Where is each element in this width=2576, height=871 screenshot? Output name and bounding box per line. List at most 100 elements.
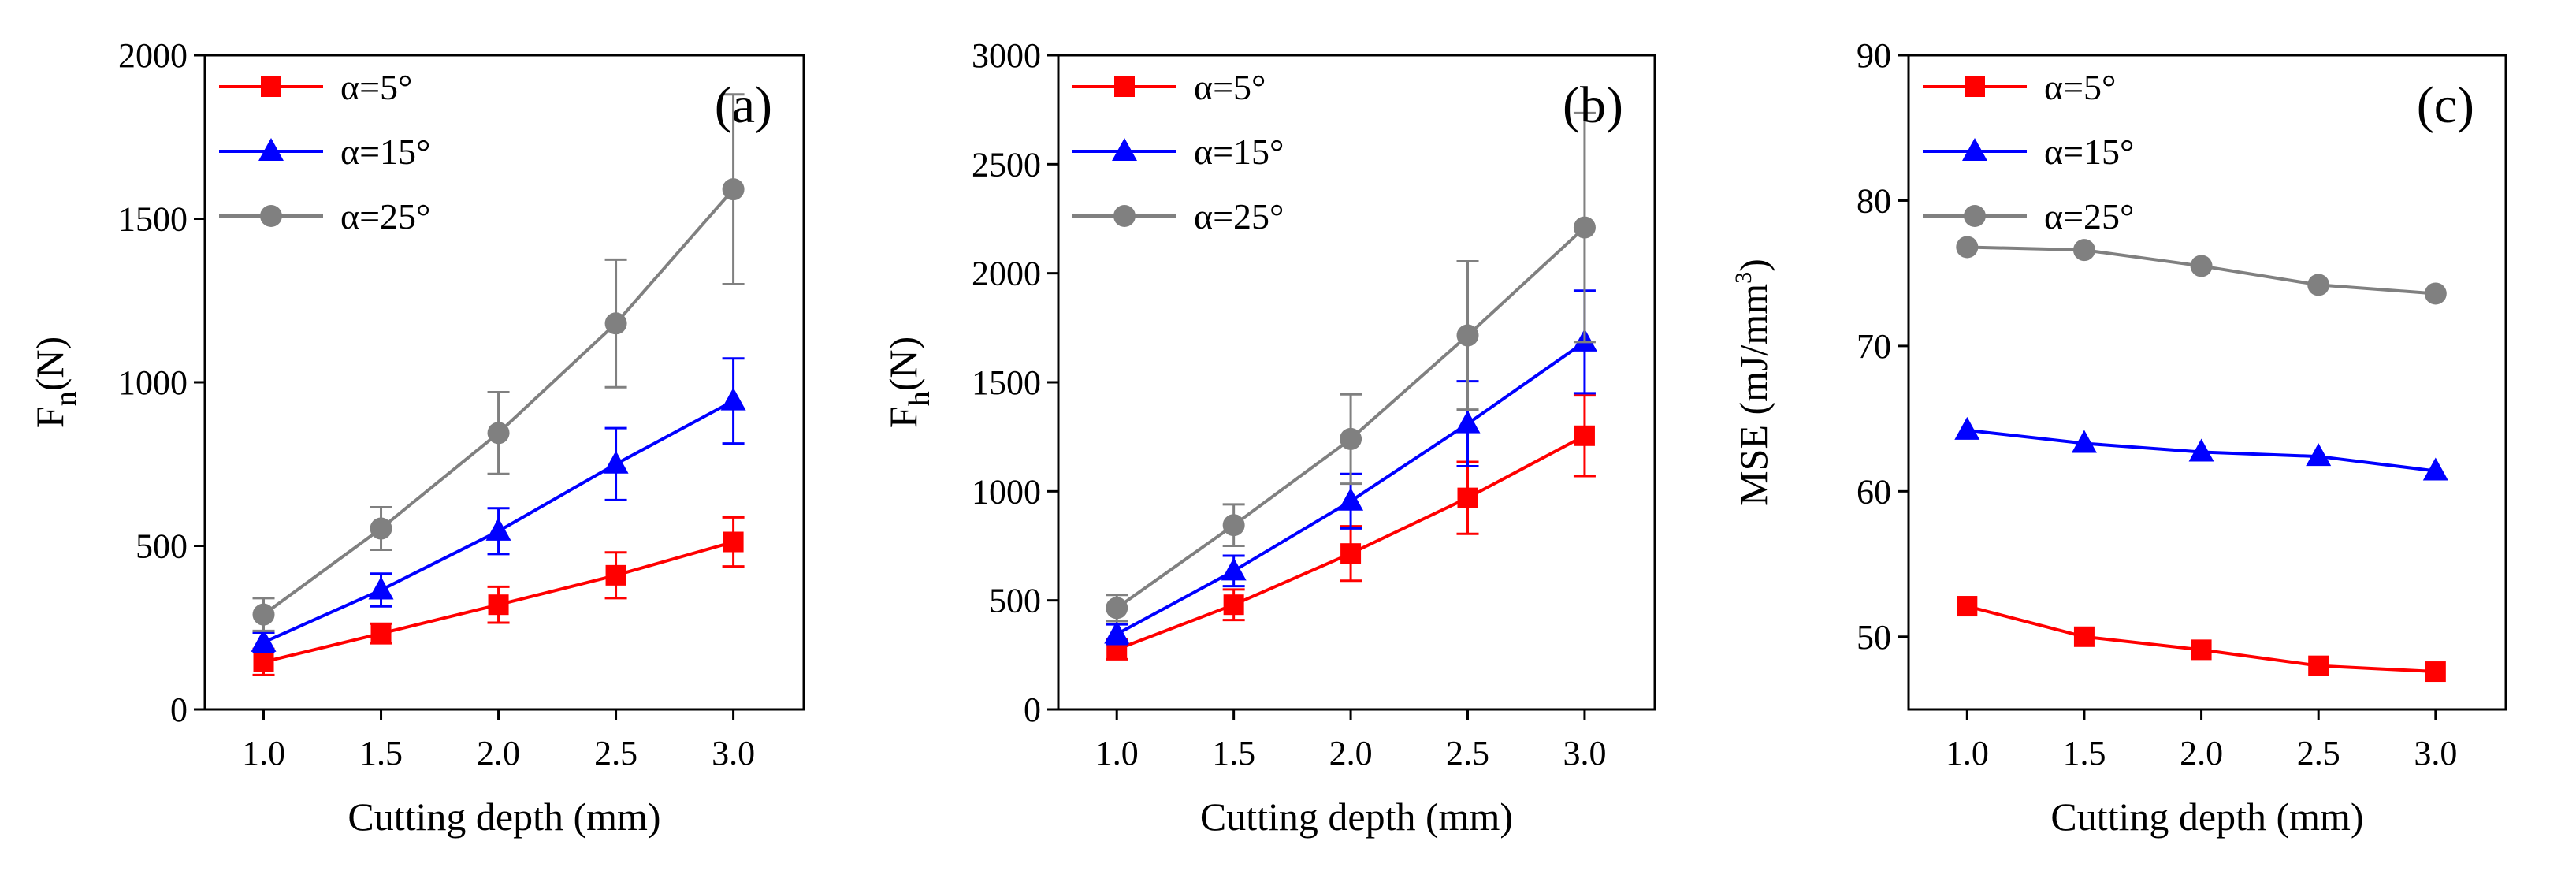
panel-a-legend: α=5° α=15° α=25° [219,67,430,236]
panel-c-data-point [2071,430,2097,453]
panel-a-data-point [604,312,627,335]
panel-c-data-point [1956,236,1979,259]
panel-a-data-point [370,517,392,540]
panel-a-series-3 [252,93,745,632]
panel-c-y-tick-label: 70 [1857,327,1891,366]
panel-c-data-point [2191,639,2212,661]
panel-a-data-point [603,450,629,474]
panel-a-data-point [487,422,510,445]
panel-c-data-point [1954,416,1980,440]
panel-a-x-tick-label: 1.5 [359,734,403,772]
panel-a-data-point [251,628,277,652]
panel-c-series-1 [1957,596,2446,683]
panel-a-x-tick-label: 2.5 [594,734,637,772]
panel-c-x-tick-label: 1.0 [1946,734,1989,772]
panel-a-x-tick-label: 1.0 [242,734,285,772]
panel-b-x-tick-label: 2.0 [1329,734,1373,772]
panel-b-data-point [1455,410,1481,434]
panel-c-data-point [2422,457,2448,481]
panel-a-x-tick-label: 2.0 [477,734,520,772]
panel-a-y-tick-label: 0 [170,690,188,729]
panel-c-y-tick-label: 60 [1857,472,1891,511]
panel-b-legend-marker [1114,76,1135,97]
panel-a-legend-label: α=25° [340,196,430,236]
panel-c-data-point [2425,661,2446,683]
panel-b-y-axis-title: Fh(N) [881,337,936,428]
panel-c-legend-label: α=25° [2044,196,2134,236]
panel-c-x-tick-label: 2.5 [2297,734,2340,772]
panel-b-data-point [1221,557,1247,581]
panel-c-label: (c) [2417,76,2474,134]
panel-a-legend-marker [258,138,284,161]
panel-a-data-point [370,623,392,644]
panel-b-data-point [1573,216,1596,239]
panel-b-y-tick-label: 1000 [972,472,1041,511]
panel-a-data-point [605,564,626,586]
panel-b-series-1 [1106,394,1596,661]
panel-b-x-tick-label: 1.5 [1212,734,1255,772]
panel-c-legend-marker [1965,76,1985,97]
panel-a-data-point [488,594,509,616]
panel-a: 1.0 1.5 2.0 2.5 3.0 0 500 1000 1500 2000 Cutting d… [28,36,805,839]
panel-a-legend-label: α=15° [340,132,430,172]
panel-a-y-tick-label: 500 [136,527,188,566]
panel-a-data-point [368,576,394,600]
panel-b-data-point [1104,620,1130,644]
panel-c-series-3 [1956,236,2447,305]
panel-c-data-point [2190,255,2213,277]
panel-b-data-point [1338,487,1364,511]
panel-b-series-3 [1106,111,1596,623]
panel-b-data-point [1222,514,1245,537]
panel-c-data-point [1957,596,1978,617]
panel-b-legend-marker [1112,138,1137,161]
panel-c-legend-label: α=5° [2044,67,2116,107]
panel-c-legend-label: α=15° [2044,132,2134,172]
panel-c-x-tick-label: 1.5 [2062,734,2106,772]
panel-c-y-tick-label: 50 [1857,618,1891,657]
panel-a-label: (a) [715,76,772,134]
panel-b-y-tick-label: 3000 [972,36,1041,75]
panel-a-x-tick-label: 3.0 [712,734,755,772]
panel-a-y-tick-label: 1500 [118,200,188,239]
panel-b-y-tick-label: 0 [1024,690,1041,729]
panel-a-x-axis-title: Cutting depth (mm) [348,795,660,839]
panel-a-data-point [485,517,511,541]
panel-c-legend: α=5° α=15° α=25° [1923,67,2134,236]
panel-c-data-point [2072,239,2095,262]
panel-c-legend-marker [1964,205,1986,227]
panel-b-data-point [1340,543,1362,564]
panel-a-legend-marker [260,205,282,227]
panel-b-y-tick-label: 2000 [972,255,1041,293]
panel-c-data-point [2424,282,2447,305]
panel-c-x-tick-label: 2.0 [2180,734,2223,772]
panel-a-data-point [723,531,744,553]
panel-c-y-tick-label: 80 [1857,181,1891,220]
panel-a-data-point [252,603,275,626]
panel-b-data-point [1574,425,1595,446]
panel-b-label: (b) [1563,76,1623,134]
panel-b-legend-marker [1113,205,1136,227]
panel-a-data-point [720,387,746,411]
panel-b-legend: α=5° α=15° α=25° [1072,67,1284,236]
panel-c-data-point [2073,626,2095,647]
panel-b-legend-label: α=15° [1194,132,1284,172]
panel-b-data-point [1457,487,1478,508]
panel-a-series-2 [251,357,746,653]
panel-c-data-point [2306,443,2332,467]
panel-c-y-axis-title: MSE (mJ/mm3) [1730,259,1775,506]
panel-b-axes-frame [1057,54,1656,711]
panel-c-y-tick-label: 90 [1857,36,1891,75]
panel-b-data-point [1456,324,1479,347]
panel-c: 1.0 1.5 2.0 2.5 3.0 50 60 70 80 90 Cutting depth (… [1730,36,2507,839]
panel-b-x-tick-label: 2.5 [1446,734,1489,772]
panel-b-data-point [1223,594,1244,616]
panel-c-x-tick-label: 3.0 [2414,734,2457,772]
panel-c-data-point [2308,655,2329,676]
panel-c-axes-frame [1907,54,2507,711]
panel-c-data-point [2188,438,2214,462]
panel-b-x-axis-title: Cutting depth (mm) [1200,795,1513,839]
panel-c-x-axis-title: Cutting depth (mm) [2050,795,2363,839]
panel-b-y-tick-label: 1500 [972,363,1041,402]
panel-b-data-point [1340,427,1362,450]
